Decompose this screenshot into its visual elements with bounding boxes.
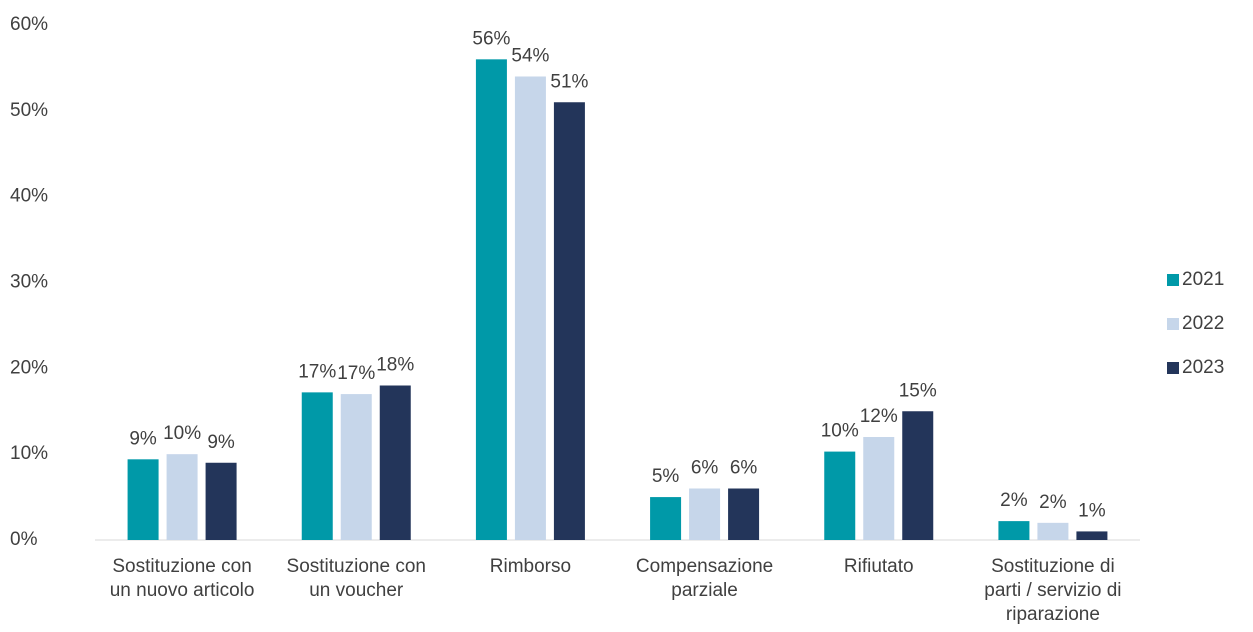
bar bbox=[553, 102, 585, 540]
x-tick-label: Sostituzione con un nuovo articolo bbox=[109, 556, 255, 601]
data-label: 18% bbox=[376, 355, 414, 376]
legend-swatch bbox=[1167, 274, 1179, 286]
bar bbox=[475, 59, 507, 540]
bar bbox=[340, 394, 372, 540]
bar bbox=[1037, 522, 1069, 540]
data-label: 51% bbox=[550, 71, 588, 92]
data-label: 1% bbox=[1078, 500, 1106, 521]
data-label: 6% bbox=[730, 458, 758, 479]
bar bbox=[650, 497, 682, 540]
data-label: 2% bbox=[1039, 492, 1067, 513]
legend-label: 2023 bbox=[1182, 357, 1224, 378]
data-label: 54% bbox=[511, 46, 549, 67]
bar bbox=[127, 459, 159, 540]
data-label: 9% bbox=[129, 428, 157, 449]
y-tick-label: 40% bbox=[10, 186, 48, 207]
x-tick-label: Sostituzione di parti / servizio di ripa… bbox=[984, 556, 1122, 625]
data-label: 5% bbox=[652, 466, 680, 487]
bar bbox=[205, 462, 237, 540]
y-tick-label: 30% bbox=[10, 272, 48, 293]
x-tick-label: Sostituzione con un voucher bbox=[286, 556, 426, 601]
x-tick-label: Rimborso bbox=[489, 556, 572, 577]
y-tick-label: 60% bbox=[10, 14, 48, 35]
bar bbox=[514, 76, 546, 540]
data-label: 6% bbox=[691, 458, 719, 479]
legend-swatch bbox=[1167, 362, 1179, 374]
bar bbox=[1076, 531, 1108, 540]
data-label: 56% bbox=[472, 28, 510, 49]
data-label: 2% bbox=[1000, 490, 1028, 511]
x-tick-label: Rifiutato bbox=[843, 556, 914, 577]
bar bbox=[301, 392, 333, 540]
data-label: 12% bbox=[860, 406, 898, 427]
legend-label: 2021 bbox=[1182, 269, 1224, 290]
data-label: 10% bbox=[821, 421, 859, 442]
bar bbox=[689, 488, 721, 540]
y-tick-label: 0% bbox=[10, 529, 38, 550]
data-label: 17% bbox=[337, 363, 375, 384]
data-label: 9% bbox=[207, 432, 235, 453]
legend-swatch bbox=[1167, 318, 1179, 330]
y-tick-label: 20% bbox=[10, 357, 48, 378]
bar bbox=[998, 521, 1030, 540]
bar bbox=[902, 411, 934, 540]
legend-label: 2022 bbox=[1182, 313, 1224, 334]
bar bbox=[728, 488, 760, 540]
y-tick-label: 50% bbox=[10, 100, 48, 121]
bar bbox=[824, 451, 856, 540]
x-tick-label: Compensazione parziale bbox=[635, 556, 774, 601]
bar bbox=[379, 385, 411, 540]
data-label: 15% bbox=[899, 380, 937, 401]
bar bbox=[166, 454, 198, 540]
bar bbox=[863, 437, 895, 540]
y-tick-label: 10% bbox=[10, 443, 48, 464]
data-label: 10% bbox=[163, 423, 201, 444]
data-label: 17% bbox=[298, 361, 336, 382]
